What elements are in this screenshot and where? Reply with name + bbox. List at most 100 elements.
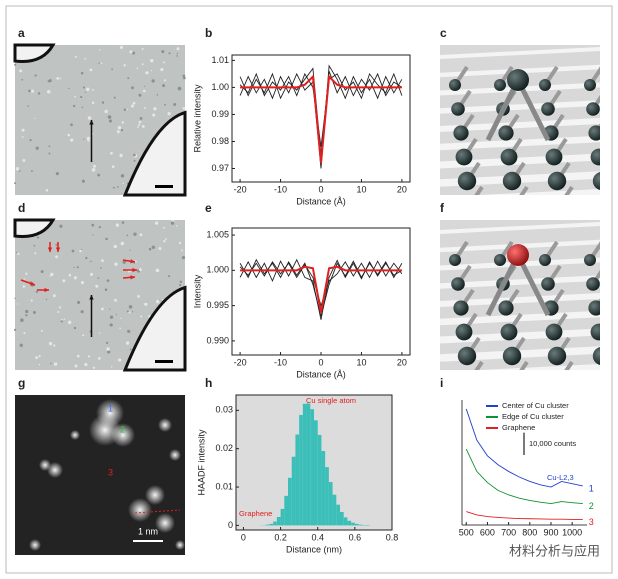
series-line [240, 74, 402, 164]
speck [182, 74, 186, 78]
speck [118, 358, 122, 362]
speck [119, 153, 123, 158]
rod [605, 187, 617, 205]
speck [120, 317, 122, 319]
speck [110, 151, 113, 155]
x-tick-label: 0.8 [386, 532, 399, 542]
speck [28, 89, 31, 93]
rod [597, 151, 600, 158]
histogram-bar [280, 508, 285, 526]
speck [105, 237, 108, 241]
speck [126, 234, 129, 237]
atom [588, 125, 600, 141]
scale-bar-label: 10,000 counts [529, 439, 576, 448]
speck [77, 300, 81, 304]
speck [38, 363, 41, 366]
speck [115, 223, 120, 227]
x-tick-label: 20 [397, 184, 407, 194]
speck [14, 63, 17, 66]
y-axis-label: HAADF intensity [196, 429, 206, 496]
atom [494, 79, 506, 91]
speck [163, 79, 167, 82]
y-axis-label: Relative intensity [192, 84, 202, 153]
speck [15, 167, 20, 171]
speck [89, 68, 93, 72]
series-line [465, 408, 583, 488]
speck [161, 50, 165, 54]
arrow-head [132, 267, 137, 273]
speck [92, 88, 94, 91]
speck [98, 49, 101, 51]
rod [597, 326, 600, 333]
histogram-bar [299, 414, 303, 526]
x-axis-label: Distance (Å) [296, 196, 346, 206]
speck [17, 252, 20, 256]
speck [73, 266, 75, 269]
speck [101, 259, 104, 262]
atom [539, 254, 551, 266]
speck [14, 182, 16, 185]
speck [132, 101, 136, 105]
speck [91, 168, 96, 172]
speck [37, 92, 41, 95]
arrow-head [130, 275, 135, 280]
speck [128, 305, 133, 309]
atom [453, 125, 469, 141]
rod [474, 185, 484, 195]
speck [21, 136, 24, 138]
adatom [507, 244, 529, 266]
speck [98, 225, 102, 229]
y-tick-label: 1.000 [206, 265, 229, 275]
atom [584, 79, 596, 91]
speck [141, 47, 144, 50]
speck [25, 314, 28, 317]
speck [163, 226, 165, 229]
speck [112, 186, 115, 189]
speck [63, 318, 66, 320]
arrow-head [130, 259, 135, 264]
hole [122, 285, 187, 372]
scale-bar [133, 540, 163, 542]
legend-label: Graphene [502, 423, 535, 432]
x-axis-label: Distance (nm) [286, 544, 342, 554]
x-tick-label: 1000 [562, 527, 582, 537]
speck [76, 266, 79, 269]
atom [451, 102, 465, 116]
speck [178, 284, 182, 287]
speck [50, 362, 52, 365]
x-tick-label: 600 [480, 527, 495, 537]
speck [48, 145, 51, 148]
arrow-head [55, 247, 61, 252]
panel-letter: g [18, 376, 25, 390]
speck [79, 249, 82, 253]
y-tick-label: 0.02 [215, 443, 233, 453]
arrow-head [89, 120, 94, 125]
speck [148, 247, 152, 251]
rod [519, 360, 529, 370]
speck [101, 101, 105, 104]
series-line [240, 265, 402, 313]
speck [123, 64, 126, 67]
speck [121, 221, 125, 224]
micrograph [13, 43, 187, 197]
rod [440, 47, 600, 59]
y-tick-label: 1.005 [206, 229, 229, 239]
hole [13, 43, 56, 63]
scale-bar [155, 360, 173, 363]
speck [56, 77, 60, 80]
speck [93, 164, 97, 168]
speck [52, 294, 56, 298]
speck [80, 248, 82, 250]
speck [84, 91, 86, 93]
speck [81, 179, 85, 183]
speck [30, 170, 33, 172]
rod [474, 360, 484, 370]
y-tick-label: 0.01 [215, 481, 233, 491]
scale-bar-label: 1 nm [138, 526, 158, 536]
scale-bar [155, 185, 173, 188]
speck [109, 308, 111, 310]
histogram-bar [310, 409, 314, 526]
speck [121, 121, 125, 124]
x-tick-label: -20 [234, 184, 247, 194]
x-axis-label: Distance (Å) [296, 369, 346, 379]
